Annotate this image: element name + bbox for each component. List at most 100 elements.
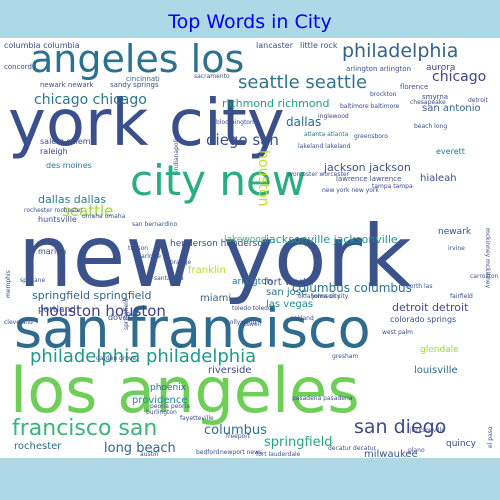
word: everett <box>436 147 465 156</box>
word: cleveland <box>4 319 33 326</box>
word: york city <box>8 87 285 161</box>
word: jacksonville jacksonville <box>266 233 398 246</box>
word: el paso <box>487 426 494 448</box>
word: philadelphia philadelphia <box>30 346 257 367</box>
word: austin <box>140 451 159 458</box>
word: quincy <box>446 439 476 449</box>
word: worcester worcester <box>288 171 349 178</box>
word: cincinnati <box>126 75 160 83</box>
word: raleigh <box>40 147 68 156</box>
word: san bernardino <box>132 221 178 228</box>
word: riverside <box>208 365 252 376</box>
word: newport news <box>220 449 263 456</box>
word: lakeland lakeland <box>298 143 351 150</box>
word: arlington <box>232 277 273 287</box>
word: burlington <box>146 409 177 416</box>
word: atlanta atlanta <box>304 131 349 138</box>
word: salem salem <box>40 137 91 146</box>
word: plano <box>408 447 425 454</box>
word: memphis <box>5 270 12 298</box>
word: providence <box>132 395 188 406</box>
word: fairfield <box>450 293 473 300</box>
word: chicago <box>432 69 487 85</box>
word: lawrence lawrence <box>336 175 402 183</box>
word: irvine <box>448 245 465 252</box>
word: bedford <box>196 449 220 456</box>
word: henderson henderson <box>170 239 269 249</box>
word: san francisco <box>14 297 371 360</box>
word: tucson <box>128 245 149 252</box>
word: new york <box>18 207 412 307</box>
word: gresham <box>332 353 359 360</box>
word: jackson jackson <box>324 161 411 174</box>
word: new york new york <box>322 187 379 194</box>
word: johnson city <box>312 293 349 300</box>
word: san diego <box>354 416 447 438</box>
word: city new <box>130 156 307 205</box>
word: freeport <box>226 433 251 440</box>
word: houston <box>255 150 271 207</box>
word: carrollton <box>470 273 499 280</box>
word: columbia columbia <box>4 41 80 50</box>
word: seattle <box>62 202 114 220</box>
word: san antonio <box>422 103 481 114</box>
word: lancaster <box>256 41 294 50</box>
word: lakewood <box>224 235 267 245</box>
word: richmond richmond <box>222 97 330 110</box>
word: san jose <box>266 287 308 298</box>
word: spokane <box>20 277 46 284</box>
word: dallas <box>286 115 322 129</box>
word: oklahoma city <box>298 293 341 300</box>
word: phoenix <box>150 383 186 393</box>
word: detroit <box>468 97 488 104</box>
word: francisco san <box>12 416 158 441</box>
word: florence <box>400 83 429 91</box>
word: newark newark <box>40 81 94 89</box>
word: north las <box>406 283 433 290</box>
word: rochester <box>14 441 62 452</box>
word: miami <box>200 293 232 304</box>
word: little rock <box>300 41 338 50</box>
word: sacramento <box>194 73 230 80</box>
word: concord <box>4 63 32 71</box>
word: hialeah <box>420 173 457 184</box>
word: decatur decatur <box>328 445 377 452</box>
word: west palm <box>382 329 413 336</box>
word: columbus <box>204 423 267 438</box>
word: arlington arlington <box>346 65 412 73</box>
word: louisville <box>414 365 458 376</box>
word: inglewood <box>318 113 349 120</box>
word: aurora <box>426 63 456 73</box>
word: charlotte <box>134 253 161 260</box>
word: omaha omaha <box>82 213 126 220</box>
word: seattle seattle <box>238 72 368 93</box>
word: marion <box>38 247 67 256</box>
word: franklin <box>188 265 226 276</box>
word: milwaukee <box>364 449 418 459</box>
word: las vegas <box>266 299 314 310</box>
word: fayetteville <box>180 415 214 422</box>
word: tampa tampa <box>372 183 413 190</box>
word: hollywood <box>226 319 257 326</box>
word: portland <box>38 305 76 315</box>
word: huntsville <box>38 215 77 224</box>
word: dover <box>108 313 131 322</box>
word: diego san <box>206 131 279 149</box>
word: pasadena pasadena <box>292 395 353 402</box>
word: oakland <box>290 315 314 322</box>
word: santa ana <box>154 275 184 282</box>
word: jacksonville <box>410 427 445 434</box>
word: houston houston <box>40 302 166 320</box>
word: dallas dallas <box>38 193 107 206</box>
word: angeles los <box>30 38 245 81</box>
word: springfield <box>264 435 333 450</box>
word: baltimore baltimore <box>340 103 400 110</box>
word: springfield <box>123 298 130 330</box>
word: brockton <box>370 91 397 98</box>
word: smyrna <box>422 93 449 101</box>
word: philadelphia <box>342 40 459 62</box>
word: glendale <box>420 345 459 355</box>
word: roswell <box>240 321 262 328</box>
word: fort worth <box>264 277 314 288</box>
word: toledo toledo <box>232 305 272 312</box>
